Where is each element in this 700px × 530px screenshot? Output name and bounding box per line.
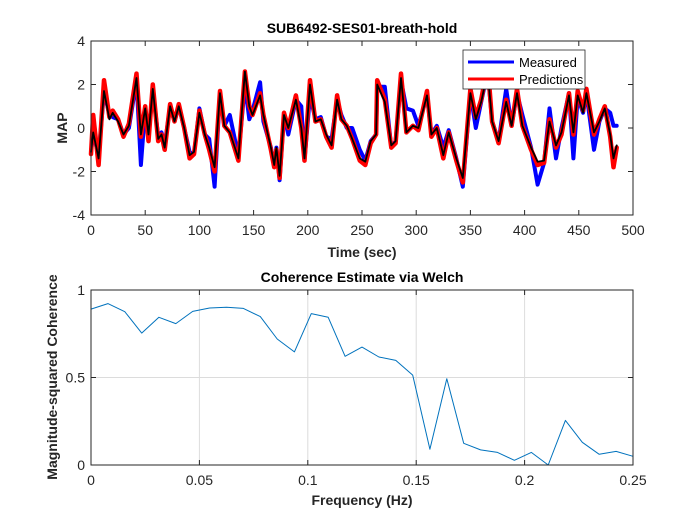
y-tick-label: 0.5	[66, 370, 86, 386]
y-tick-label: 0	[77, 457, 85, 473]
x-tick-label: 0.05	[186, 472, 213, 488]
x-tick-label: 0	[87, 472, 95, 488]
x-tick-label: 450	[567, 222, 591, 238]
x-tick-label: 150	[242, 222, 266, 238]
x-tick-label: 300	[405, 222, 429, 238]
time-series-axes: SUB6492-SES01-breath-hold Time (sec) MAP…	[54, 20, 645, 260]
y-tick-label: 1	[77, 282, 85, 298]
x-tick-label: 400	[513, 222, 537, 238]
y-tick-label: -4	[73, 207, 86, 223]
axes-box	[90, 289, 634, 466]
legend-box	[462, 49, 586, 90]
x-tick-label: 100	[188, 222, 212, 238]
x-axis-label: Frequency (Hz)	[311, 492, 412, 508]
x-tick-label: 50	[137, 222, 153, 238]
x-tick-label: 250	[350, 222, 374, 238]
chart-title: SUB6492-SES01-breath-hold	[267, 20, 458, 36]
x-tick-label: 200	[296, 222, 320, 238]
x-axis-label: Time (sec)	[328, 244, 397, 260]
y-tick-label: 4	[77, 33, 85, 49]
y-tick-label: 0	[77, 120, 85, 136]
y-axis-label: MAP	[54, 112, 70, 143]
legend[interactable]: Measured Predictions	[462, 49, 586, 90]
y-tick-label: 2	[77, 77, 85, 93]
x-tick-label: 500	[621, 222, 645, 238]
y-tick-label: -2	[73, 164, 86, 180]
x-tick-label: 0.1	[298, 472, 318, 488]
x-tick-label: 0	[87, 222, 95, 238]
x-tick-label: 0.15	[403, 472, 430, 488]
x-tick-label: 350	[459, 222, 483, 238]
legend-label-measured: Measured	[519, 55, 577, 70]
coherence-line	[90, 303, 634, 466]
x-tick-label: 0.25	[619, 472, 646, 488]
chart-title: Coherence Estimate via Welch	[261, 269, 464, 285]
axes-box	[90, 40, 634, 216]
black-line	[90, 70, 618, 179]
y-axis-label: Magnitude-squared Coherence	[44, 274, 60, 480]
legend-label-predictions: Predictions	[519, 72, 584, 87]
coherence-axes: Coherence Estimate via Welch Frequency (…	[44, 269, 647, 508]
x-tick-label: 0.2	[515, 472, 535, 488]
